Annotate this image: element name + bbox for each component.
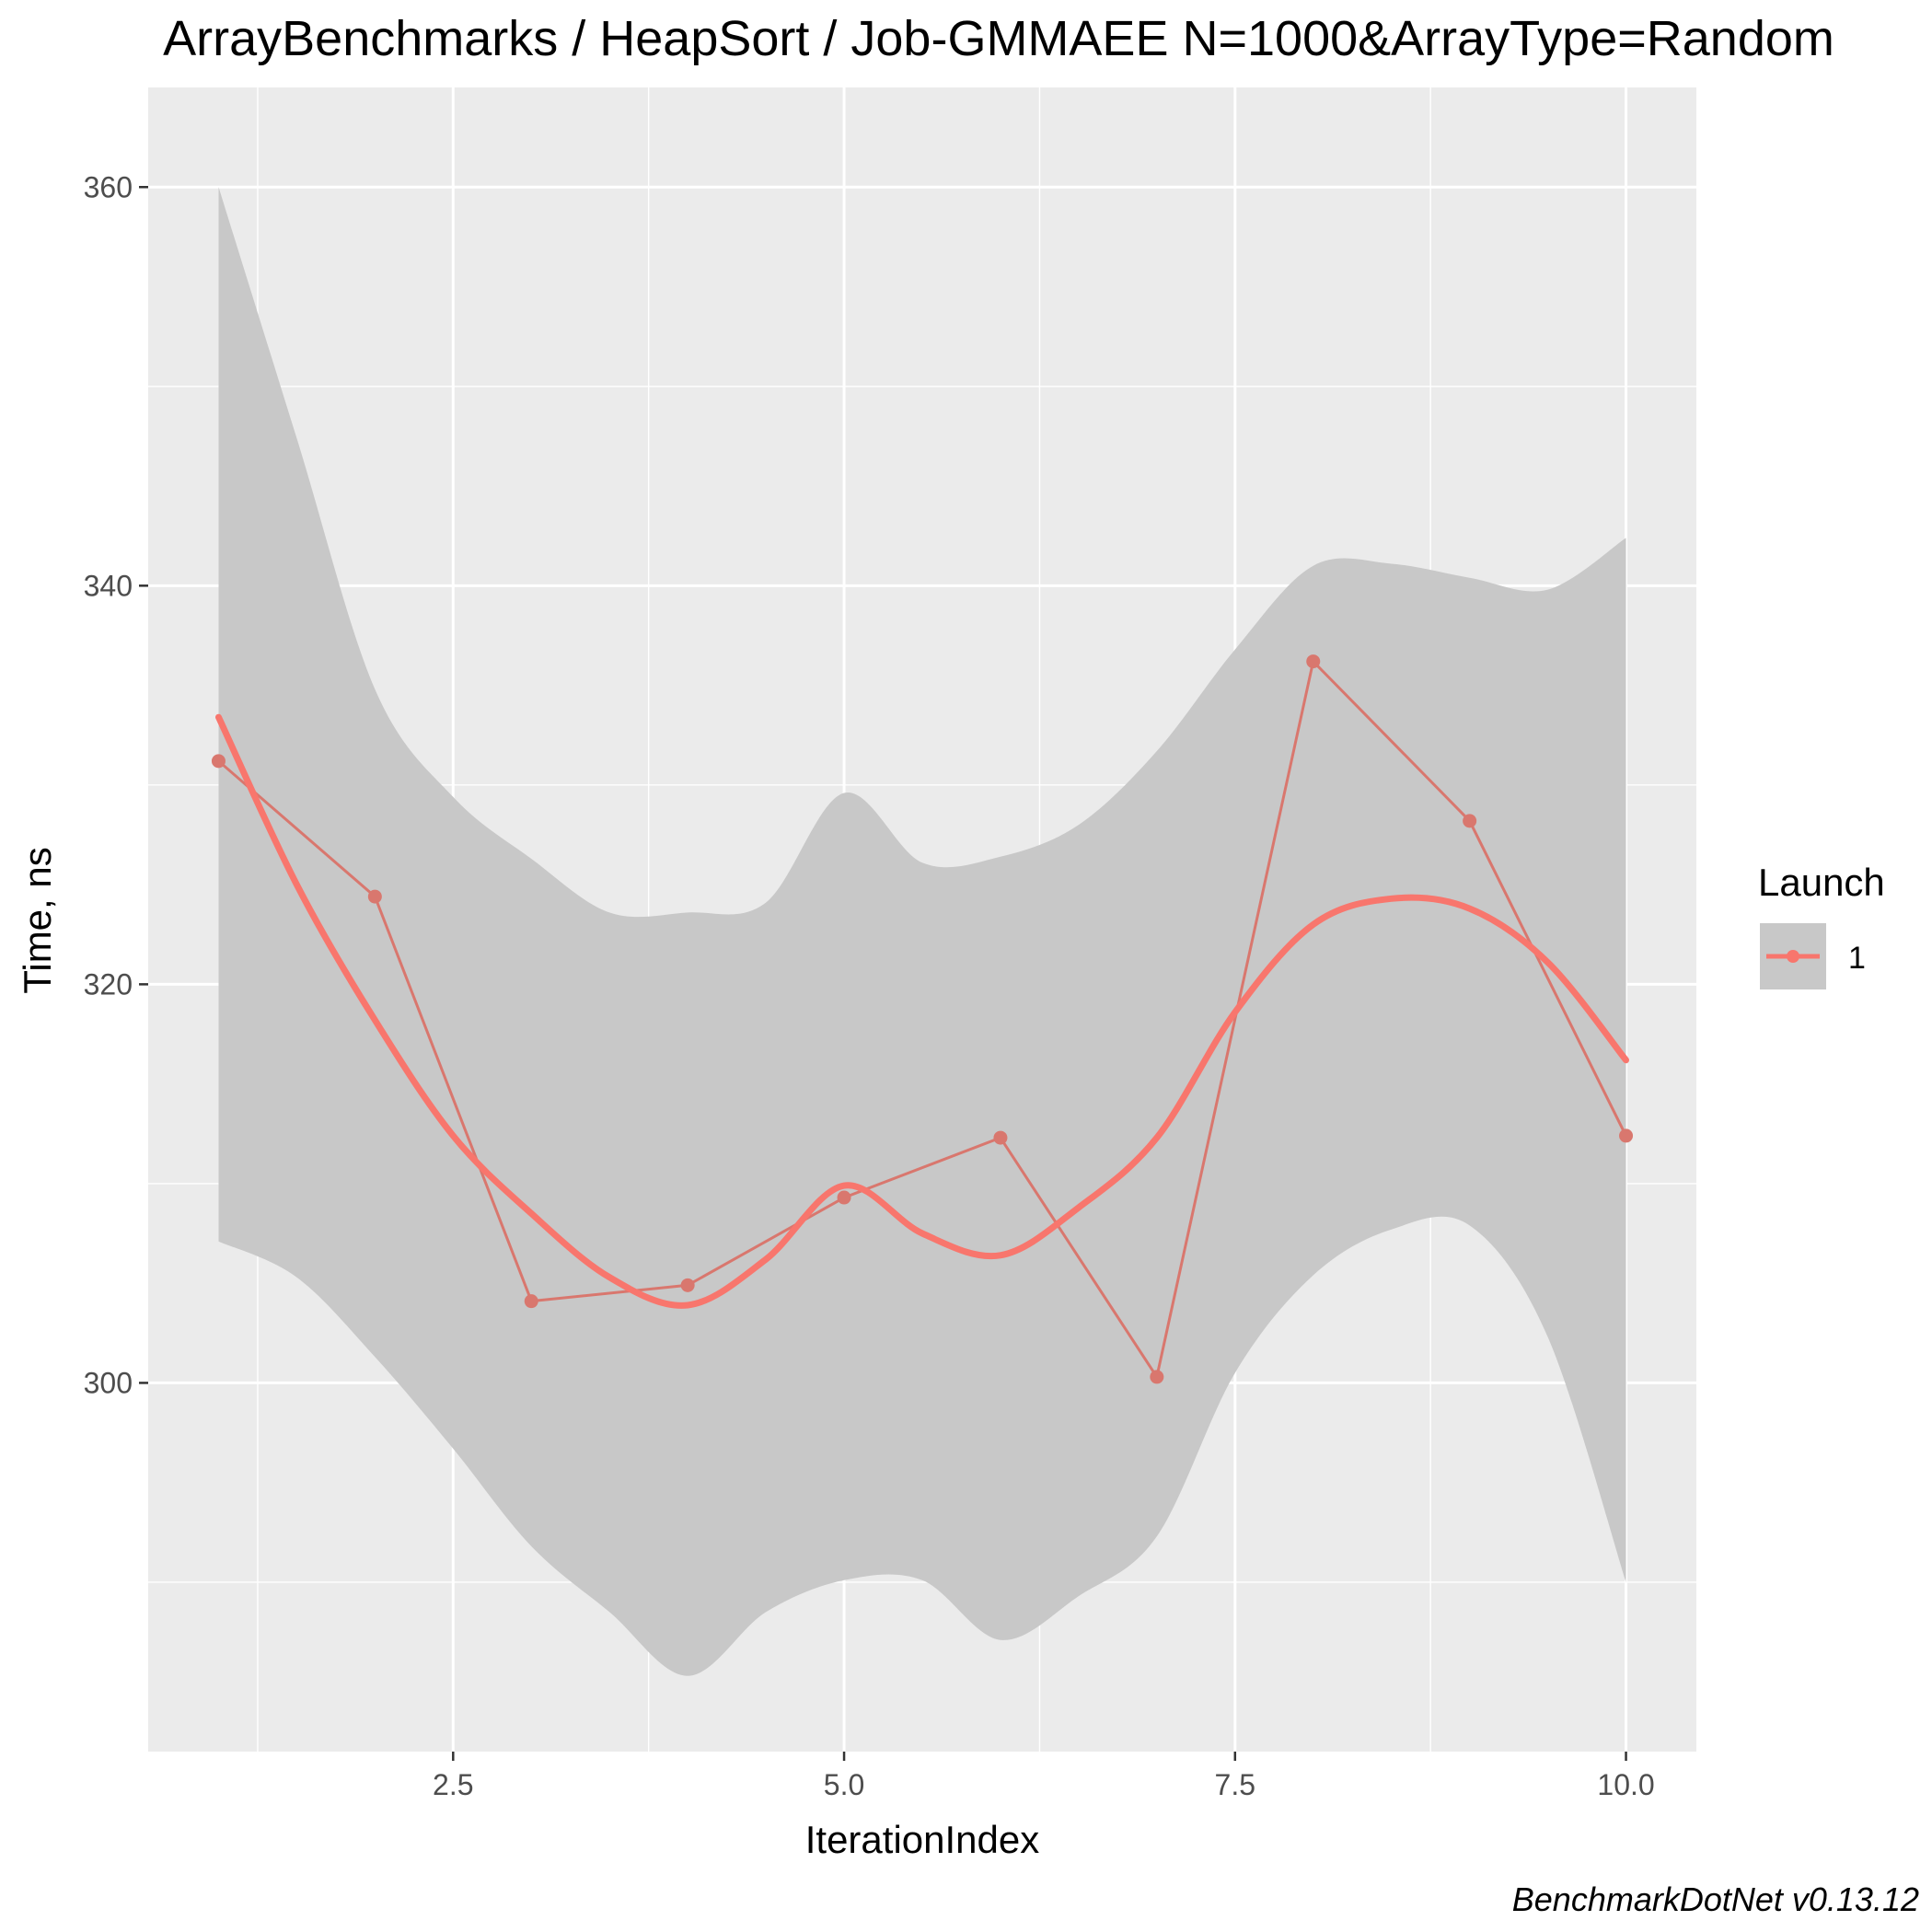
raw-series-line xyxy=(217,658,1627,1381)
y-tick-label: 300 xyxy=(84,1366,133,1399)
x-tick-label: 2.5 xyxy=(433,1768,473,1801)
y-axis-title: Time, ns xyxy=(16,847,59,993)
axes: 2.5 5.0 7.5 10.0 300 320 340 360 xyxy=(84,170,1655,1801)
data-point xyxy=(837,1190,851,1205)
data-point xyxy=(1619,1128,1634,1143)
confidence-ribbon xyxy=(218,187,1626,1676)
x-tick-label: 7.5 xyxy=(1215,1768,1255,1801)
data-point xyxy=(1150,1370,1164,1384)
chart-title: ArrayBenchmarks / HeapSort / Job-GMMAEE … xyxy=(163,11,1834,66)
x-tick-label: 10.0 xyxy=(1597,1768,1654,1801)
data-point xyxy=(680,1278,695,1292)
data-point xyxy=(1463,814,1477,828)
x-tick-label: 5.0 xyxy=(824,1768,864,1801)
y-tick-label: 360 xyxy=(84,170,133,203)
y-tick-label: 320 xyxy=(84,967,133,1001)
data-point xyxy=(367,889,382,904)
caption: BenchmarkDotNet v0.13.12 xyxy=(1512,1880,1919,1918)
legend-key-point xyxy=(1787,950,1799,963)
data-point xyxy=(993,1130,1008,1145)
data-layer xyxy=(211,654,1634,1384)
data-point xyxy=(211,754,226,769)
legend: Launch 1 xyxy=(1758,861,1885,989)
confidence-band xyxy=(218,187,1626,1676)
x-axis-title: IterationIndex xyxy=(805,1818,1040,1861)
legend-title: Launch xyxy=(1758,861,1885,904)
smooth-trend-line xyxy=(215,713,1629,1309)
data-point xyxy=(1306,654,1321,669)
data-point xyxy=(524,1294,538,1309)
legend-label-1: 1 xyxy=(1848,941,1866,976)
y-tick-label: 340 xyxy=(84,569,133,602)
